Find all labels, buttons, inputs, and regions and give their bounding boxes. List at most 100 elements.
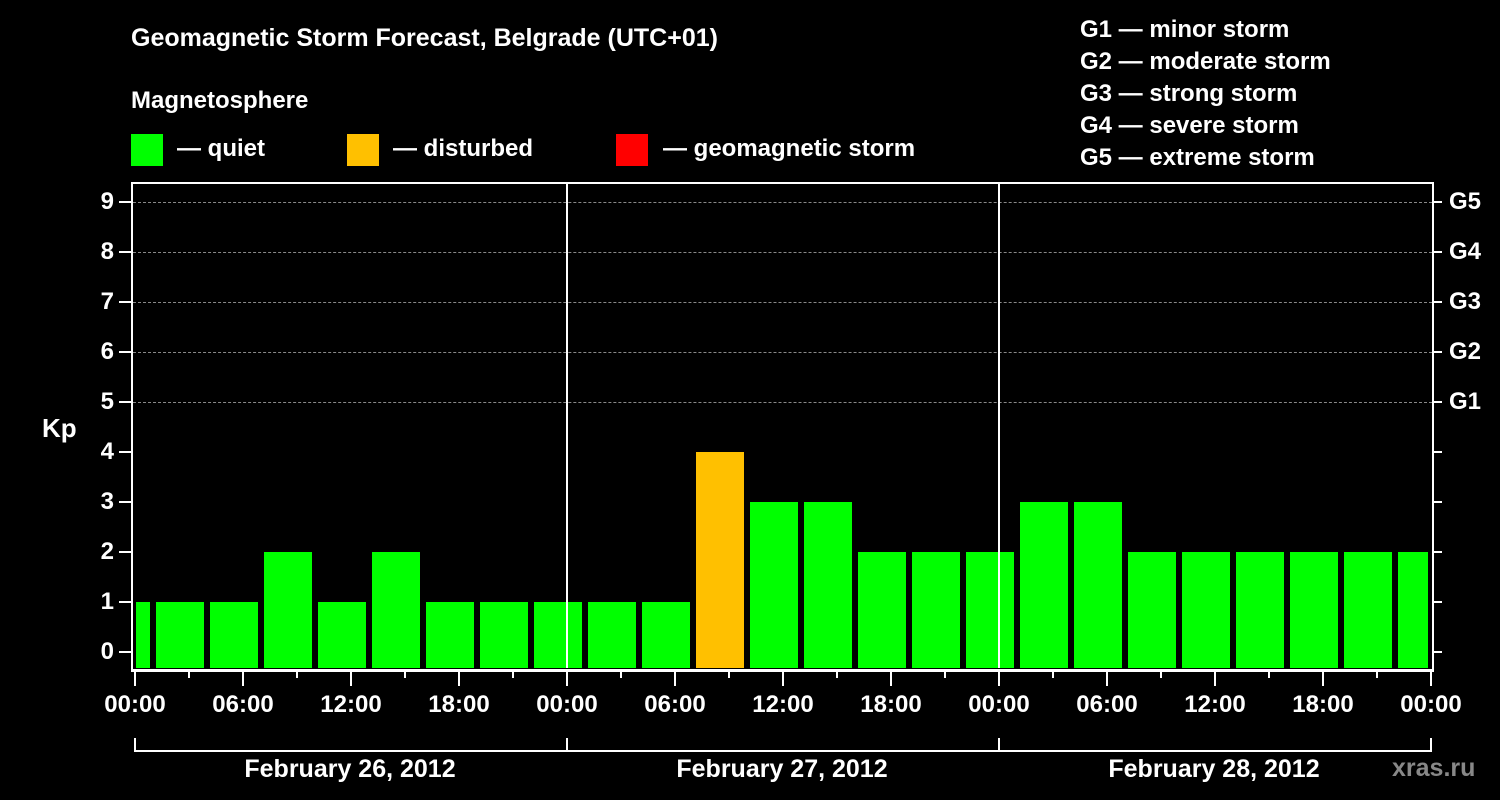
x-tick [782,670,784,686]
date-label: February 27, 2012 [676,755,888,783]
bar [1236,552,1284,668]
x-tick [620,670,622,678]
x-tick [1160,670,1162,678]
x-tick-label: 00:00 [968,691,1030,718]
bar [534,602,582,668]
x-tick-label: 18:00 [1292,691,1354,718]
bar [264,552,312,668]
x-tick [296,670,298,678]
y-tick-label: 5 [100,388,114,415]
y-tick [119,651,131,653]
x-tick-label: 06:00 [644,691,706,718]
x-tick [1214,670,1216,686]
legend-label-disturbed: — disturbed [393,135,534,162]
y-tick-right [1432,551,1442,553]
x-tick-label: 12:00 [752,691,814,718]
x-tick [1106,670,1108,686]
x-tick-label: 06:00 [212,691,274,718]
y-tick-right [1432,651,1442,653]
bar [210,602,258,668]
watermark: xras.ru [1392,754,1476,782]
legend-label-quiet: — quiet [177,135,265,162]
y-tick-right [1432,401,1442,403]
bar [696,452,744,668]
y-tick-label: 1 [100,588,114,615]
g-scale-label: G4 [1449,238,1482,265]
g-scale-label: G5 [1449,188,1482,215]
x-tick [674,670,676,686]
storm-scale-g5: G5 — extreme storm [1080,144,1315,171]
legend-swatch-quiet [131,134,163,166]
legend-swatch-disturbed [347,134,379,166]
bar [858,552,906,668]
y-tick-label: 4 [100,438,114,465]
x-tick-label: 06:00 [1076,691,1138,718]
storm-scale-g4: G4 — severe storm [1080,112,1299,139]
storm-scale-g1: G1 — minor storm [1080,16,1290,43]
bar [136,602,150,668]
x-tick [944,670,946,678]
y-tick-label: 2 [100,538,114,565]
date-label: February 26, 2012 [244,755,456,783]
x-tick [458,670,460,686]
x-tick [1052,670,1054,678]
x-tick [404,670,406,678]
gridline [133,352,1432,353]
x-tick-label: 18:00 [428,691,490,718]
y-tick [119,201,131,203]
bar [1398,552,1428,668]
y-tick-right [1432,251,1442,253]
storm-scale-g2: G2 — moderate storm [1080,48,1331,75]
x-tick [836,670,838,678]
bar [318,602,366,668]
storm-scale-list: G1 — minor storm G2 — moderate storm G3 … [1080,14,1331,174]
x-tick [998,670,1000,686]
bar [1290,552,1338,668]
y-tick [119,551,131,553]
bar [912,552,960,668]
date-bracket [134,738,568,752]
g-scale-label: G3 [1449,288,1482,315]
bar [480,602,528,668]
x-tick-label: 00:00 [1400,691,1462,718]
y-tick-right [1432,451,1442,453]
x-tick [890,670,892,686]
x-tick [242,670,244,686]
g-scale-label: G1 [1449,388,1482,415]
x-tick [188,670,190,678]
y-tick [119,401,131,403]
x-tick [728,670,730,678]
legend-subtitle: Magnetosphere [131,87,309,114]
y-tick-right [1432,351,1442,353]
bar [426,602,474,668]
x-tick [1430,670,1432,686]
bar [642,602,690,668]
y-tick-label: 8 [100,238,114,265]
bar [966,552,1014,668]
y-tick-right [1432,501,1442,503]
x-tick [134,670,136,686]
y-tick-label: 9 [100,188,114,215]
x-tick-label: 00:00 [536,691,598,718]
x-tick [1376,670,1378,678]
bar [588,602,636,668]
day-separator-line [566,182,568,668]
y-tick [119,601,131,603]
x-tick [350,670,352,686]
y-tick [119,501,131,503]
bar [156,602,204,668]
storm-scale-g3: G3 — strong storm [1080,80,1298,107]
x-tick-label: 00:00 [104,691,166,718]
x-tick [512,670,514,678]
legend-label-storm: — geomagnetic storm [663,135,916,162]
g-scale-label: G2 [1449,338,1482,365]
date-bracket [998,738,1432,752]
bar [804,502,852,668]
x-tick-label: 18:00 [860,691,922,718]
y-tick [119,451,131,453]
y-axis-label: Kp [42,413,77,443]
chart-title: Geomagnetic Storm Forecast, Belgrade (UT… [131,24,718,52]
x-tick [1322,670,1324,686]
y-tick [119,301,131,303]
y-tick-label: 3 [100,488,114,515]
